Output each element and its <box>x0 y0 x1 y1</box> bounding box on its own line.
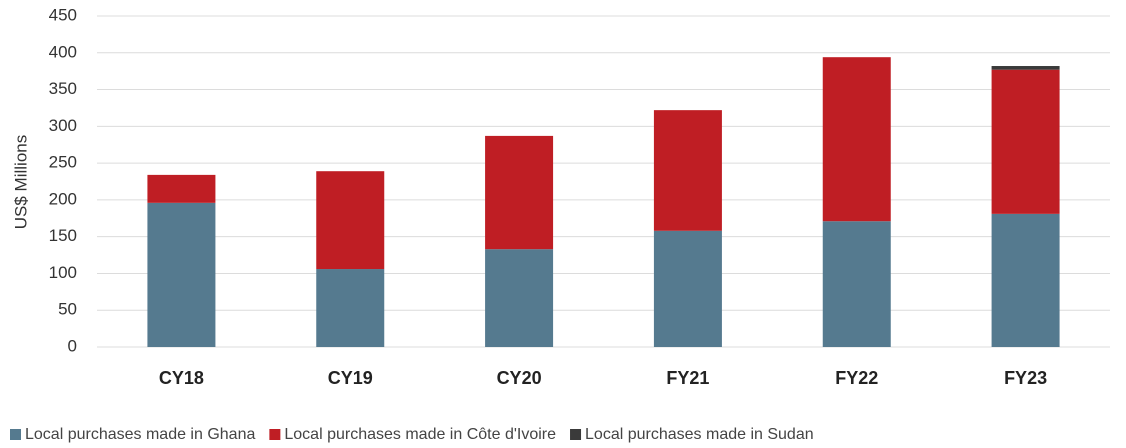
bar-segment <box>316 171 385 270</box>
y-tick-label: 450 <box>49 5 77 24</box>
legend-label: Local purchases made in Ghana <box>25 426 255 443</box>
x-tick-label: FY23 <box>1004 368 1047 388</box>
y-tick-label: 250 <box>49 153 77 172</box>
bar-segment <box>653 110 722 231</box>
bar-segment <box>147 174 216 203</box>
y-tick-label: 300 <box>49 116 77 135</box>
legend-label: Local purchases made in Sudan <box>585 426 814 443</box>
y-tick-label: 350 <box>49 79 77 98</box>
y-tick-label: 400 <box>49 42 77 61</box>
bar-segment <box>653 230 722 347</box>
legend-label: Local purchases made in Côte d'Ivoire <box>284 426 556 443</box>
bar-segment <box>822 221 891 347</box>
bar-segment <box>991 66 1060 70</box>
bar-segment <box>822 57 891 222</box>
x-tick-label: CY18 <box>159 368 204 388</box>
y-tick-label: 50 <box>58 300 77 319</box>
y-axis-label: US$ Millions <box>11 135 30 229</box>
x-tick-label: FY22 <box>835 368 878 388</box>
bar-segment <box>485 249 554 347</box>
x-tick-label: CY19 <box>328 368 373 388</box>
bar-segment <box>485 135 554 250</box>
legend-swatch <box>570 429 582 440</box>
y-tick-label: 0 <box>68 336 77 355</box>
legend-swatch <box>10 429 21 440</box>
y-tick-label: 150 <box>49 226 77 245</box>
y-tick-label: 200 <box>49 189 77 208</box>
y-tick-label: 100 <box>49 263 77 282</box>
x-tick-label: FY21 <box>666 368 709 388</box>
legend-swatch <box>269 429 281 440</box>
bar-segment <box>147 202 216 347</box>
bar-segment <box>991 213 1060 347</box>
bar-segment <box>316 269 385 347</box>
x-tick-label: CY20 <box>497 368 542 388</box>
bar-segment <box>991 69 1060 214</box>
